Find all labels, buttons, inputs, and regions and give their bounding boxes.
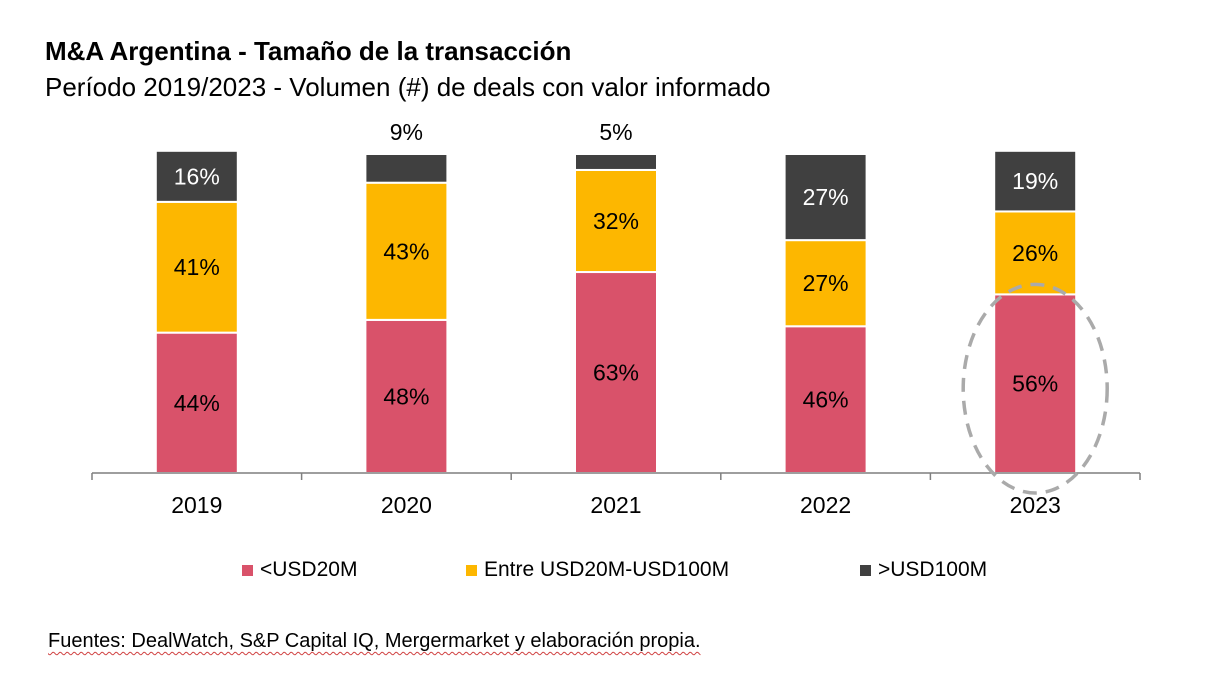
data-label-2021-series-2: 32% — [593, 208, 639, 234]
legend-swatch-small — [242, 564, 253, 576]
data-label-2019-series-3: 16% — [174, 163, 220, 189]
bar-2020-series-3 — [364, 153, 449, 184]
data-label-2020-series-3: 9% — [390, 119, 423, 145]
x-tick-label-2019: 2019 — [171, 492, 222, 518]
x-tick-label-2023: 2023 — [1010, 492, 1061, 518]
legend-label-small: <USD20M — [260, 558, 358, 581]
data-label-2020-series-2: 43% — [383, 238, 429, 264]
legend-item-small: <USD20M — [242, 558, 357, 582]
data-label-2022-series-2: 27% — [803, 270, 849, 296]
data-label-2023-series-1: 56% — [1012, 371, 1058, 397]
bar-2019-series-3 — [154, 149, 239, 203]
x-tick-label-2020: 2020 — [381, 492, 432, 518]
bar-2021-series-1 — [574, 271, 658, 474]
x-tick-label-2021: 2021 — [590, 492, 641, 518]
legend-swatch-medium — [466, 564, 477, 576]
data-label-2021-series-3: 5% — [599, 119, 632, 145]
bar-2020-series-2 — [364, 181, 449, 321]
legend-item-large: >USD100M — [860, 558, 987, 582]
bar-2021-series-3 — [574, 153, 658, 171]
chart-title: M&A Argentina - Tamaño de la transacción — [45, 36, 572, 66]
chart-legend: <USD20M Entre USD20M-USD100M >USD100M — [0, 558, 1206, 588]
legend-label-medium: Entre USD20M-USD100M — [484, 558, 730, 581]
legend-item-medium: Entre USD20M-USD100M — [466, 558, 729, 582]
chart-subtitle: Período 2019/2023 - Volumen (#) de deals… — [45, 72, 771, 102]
bar-2023-series-3 — [993, 149, 1078, 213]
legend-label-large: >USD100M — [878, 558, 988, 581]
bar-2022-series-3 — [783, 153, 868, 242]
data-label-2023-series-3: 19% — [1012, 168, 1058, 194]
data-label-2019-series-2: 41% — [174, 254, 220, 280]
legend-swatch-large — [860, 564, 871, 576]
source-note: Fuentes: DealWatch, S&P Capital IQ, Merg… — [48, 630, 701, 652]
stacked-bar-chart: 44% 41% 16% 2019 48% 43% 9% 2020 63% 32% 5% 2021 46%… — [91, 119, 1141, 518]
bar-2023-series-1 — [993, 293, 1078, 474]
data-label-2021-series-1: 63% — [593, 360, 639, 386]
data-label-2022-series-3: 27% — [803, 184, 849, 210]
data-label-2022-series-1: 46% — [803, 387, 849, 413]
bar-2022-series-1 — [783, 325, 868, 475]
data-label-2019-series-1: 44% — [174, 390, 220, 416]
data-label-2020-series-1: 48% — [383, 383, 429, 409]
highlight-ellipse-2023 — [961, 282, 1109, 495]
bar-2019-series-2 — [154, 200, 239, 334]
data-label-2023-series-2: 26% — [1012, 240, 1058, 266]
bar-2021-series-2 — [574, 168, 658, 274]
x-tick-label-2022: 2022 — [800, 492, 851, 518]
